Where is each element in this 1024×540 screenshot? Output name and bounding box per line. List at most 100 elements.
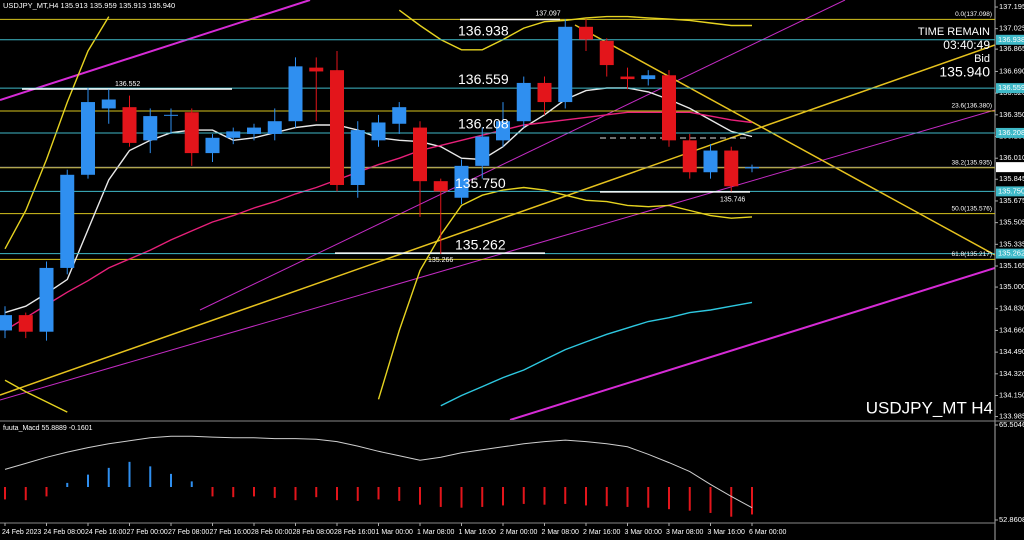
macd-bar <box>128 461 131 487</box>
candle-body <box>350 130 365 185</box>
candle-body <box>475 136 490 166</box>
macd-bar <box>419 487 421 505</box>
candle-body <box>81 102 95 175</box>
fib-label: 50.0(135.576) <box>952 205 992 212</box>
macd-bar <box>149 466 152 487</box>
y-tick-label: 135.335 <box>999 239 1024 248</box>
candle-body <box>620 76 635 80</box>
y-tick-label: 134.320 <box>999 369 1024 378</box>
macd-bar <box>564 487 567 504</box>
axis-level-label: 135.262 <box>998 249 1024 258</box>
macd-bar <box>253 487 255 497</box>
candle-body <box>39 267 54 332</box>
axis-level-label: 136.208 <box>998 128 1024 137</box>
timer-countdown: 03:40:49 <box>943 38 990 52</box>
macd-bar <box>273 487 276 498</box>
x-tick-label: 3 Mar 16:00 <box>708 529 745 536</box>
candle-body <box>641 75 656 80</box>
y-tick-label: 135.505 <box>999 218 1024 227</box>
macd-bar <box>730 487 733 517</box>
y-tick-label: 136.690 <box>999 66 1024 75</box>
candle-body <box>516 82 531 122</box>
price-pane <box>0 9 995 413</box>
bid-box <box>996 162 1024 173</box>
indicator-line <box>4 111 753 331</box>
macd-bar <box>87 474 89 487</box>
macd-bar <box>398 487 401 501</box>
fib-label: 38.2(135.935) <box>952 159 992 166</box>
macd-bar <box>543 487 546 505</box>
x-tick-label: 24 Feb 08:00 <box>44 529 85 536</box>
macd-bar <box>232 487 235 498</box>
macd-bar <box>751 487 753 515</box>
trendline <box>0 109 995 401</box>
macd-bar <box>4 487 6 500</box>
x-tick-label: 24 Feb 2023 <box>2 529 41 536</box>
macd-bar <box>688 487 691 511</box>
x-tick-label: 2 Mar 00:00 <box>500 529 537 536</box>
macd-bar <box>481 487 484 507</box>
candle-body <box>267 121 282 134</box>
price-mark-label: 135.746 <box>720 197 745 204</box>
macd-bar <box>439 487 442 507</box>
x-tick-label: 3 Mar 08:00 <box>666 529 703 536</box>
fib-label: 61.8(135.217) <box>952 251 992 258</box>
trendline <box>574 24 995 256</box>
y-tick-label: 135.845 <box>999 174 1024 183</box>
candle-body <box>454 165 469 198</box>
level-label: 136.208 <box>458 116 509 132</box>
indicator-line <box>440 301 753 407</box>
y-tick-label: 136.010 <box>999 153 1024 162</box>
y-tick-label: 136.865 <box>999 44 1024 53</box>
x-tick-label: 27 Feb 00:00 <box>127 529 168 536</box>
trendline <box>0 44 995 396</box>
candle-body <box>599 40 614 66</box>
x-tick-label: 1 Mar 16:00 <box>459 529 496 536</box>
candle-body <box>122 107 137 143</box>
y-tick-label: 137.025 <box>999 24 1024 33</box>
y-tick-label: 133.985 <box>999 412 1024 421</box>
x-tick-label: 28 Feb 08:00 <box>293 529 334 536</box>
candle-body <box>205 137 220 154</box>
macd-bar <box>585 487 587 506</box>
macd-bar <box>107 467 110 487</box>
macd-bar <box>356 487 359 501</box>
y-tick-label: 135.000 <box>999 282 1024 291</box>
candle-body <box>330 70 344 185</box>
candle-body <box>662 75 676 141</box>
macd-title: fuuta_Macd 55.8889 -0.1601 <box>3 425 93 432</box>
y-tick-label: 135.675 <box>999 196 1024 205</box>
macd-bar <box>45 487 48 497</box>
level-label: 136.559 <box>458 71 509 87</box>
candle-body <box>288 66 303 122</box>
candle-body <box>371 122 386 141</box>
macd-bar <box>605 487 608 507</box>
x-tick-label: 1 Mar 00:00 <box>376 529 413 536</box>
y-tick-label: 134.150 <box>999 390 1024 399</box>
macd-bar <box>294 487 297 501</box>
candle-body <box>0 315 12 331</box>
y-tick-label: 134.830 <box>999 304 1024 313</box>
macd-bar <box>315 487 318 498</box>
candle-body <box>60 174 75 268</box>
axis-level-label: 136.938 <box>998 35 1024 44</box>
x-tick-label: 2 Mar 16:00 <box>583 529 620 536</box>
macd-bar <box>170 473 172 487</box>
axis-level-box <box>996 248 1024 259</box>
candle-body <box>413 127 427 182</box>
axis-level-box <box>996 34 1024 45</box>
price-mark-label: 136.552 <box>115 81 140 88</box>
axis-level-label: 135.750 <box>998 186 1024 195</box>
macd-bar <box>211 487 214 497</box>
bid-label: Bid <box>974 53 990 65</box>
candle-body <box>164 114 178 116</box>
candle-body <box>579 26 593 40</box>
macd-bar <box>66 482 69 487</box>
y-tick-label: 134.660 <box>999 325 1024 334</box>
macd-bar <box>522 487 525 504</box>
candle-body <box>309 67 324 72</box>
axis-level-box <box>996 83 1024 94</box>
candle-body <box>101 99 116 109</box>
x-tick-label: 28 Feb 00:00 <box>251 529 292 536</box>
